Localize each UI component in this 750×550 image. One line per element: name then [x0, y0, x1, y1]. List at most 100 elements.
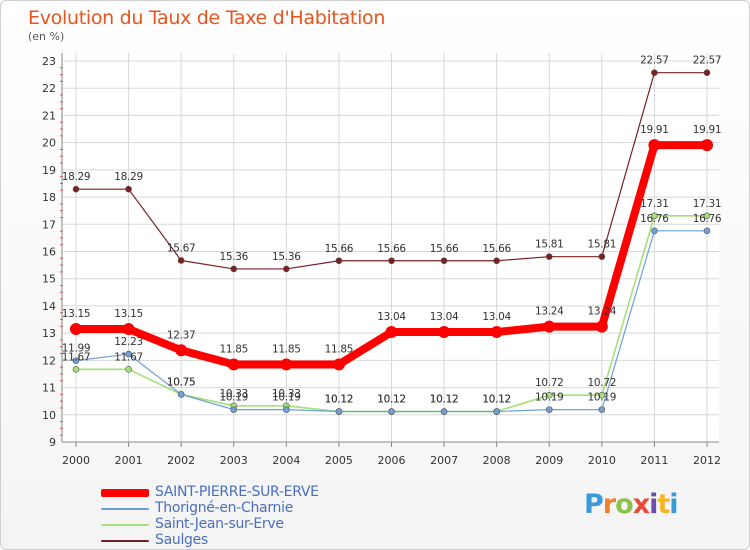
data-label: 10.12 — [430, 394, 459, 406]
data-label: 19.91 — [693, 124, 722, 136]
x-tick-label: 2001 — [115, 454, 143, 467]
data-label: 15.66 — [482, 243, 511, 255]
data-point — [651, 227, 658, 235]
data-label: 10.12 — [430, 394, 459, 406]
x-tick-label: 2006 — [378, 454, 406, 467]
x-tick-label: 2011 — [640, 454, 668, 467]
data-label: 11.85 — [272, 343, 301, 355]
x-tick-label: 2000 — [62, 454, 90, 467]
data-label: 13.24 — [588, 306, 617, 318]
data-point — [545, 253, 553, 260]
data-point — [545, 391, 553, 399]
data-point — [388, 408, 395, 415]
x-tick-label: 2005 — [325, 454, 353, 467]
y-tick-label: 19 — [42, 164, 56, 177]
logo-letter: i — [649, 489, 658, 520]
logo-letter: i — [669, 489, 678, 520]
x-tick-label: 2009 — [535, 454, 563, 467]
logo-letter: r — [602, 489, 616, 520]
data-point — [545, 406, 553, 413]
data-point — [543, 320, 556, 333]
data-label: 11.67 — [62, 351, 91, 363]
data-point — [493, 408, 500, 415]
data-point — [648, 139, 661, 152]
data-point — [230, 265, 238, 273]
data-point — [651, 212, 658, 220]
data-point — [703, 69, 711, 77]
x-tick-label: 2007 — [430, 454, 458, 467]
logo-letter: P — [584, 489, 604, 520]
data-label: 13.15 — [62, 308, 91, 320]
data-point — [227, 358, 240, 371]
data-point — [595, 320, 608, 333]
data-point — [388, 257, 395, 265]
y-tick-label: 12 — [42, 354, 56, 367]
y-tick-label: 10 — [42, 409, 56, 422]
data-point — [125, 185, 132, 193]
data-label: 10.19 — [588, 392, 617, 404]
x-tick-label: 2002 — [167, 454, 195, 467]
data-label: 10.12 — [325, 394, 354, 406]
y-tick-label: 14 — [42, 300, 56, 313]
logo-letter: t — [657, 489, 670, 520]
data-point — [493, 257, 500, 265]
y-tick-label: 22 — [42, 82, 56, 95]
data-label: 13.15 — [114, 308, 143, 320]
legend-swatch — [101, 489, 149, 497]
y-tick-label: 20 — [42, 137, 56, 150]
chart-title: Evolution du Taux de Taxe d'Habitation — [28, 7, 386, 29]
data-point — [125, 350, 132, 358]
y-tick-label: 16 — [42, 246, 56, 259]
data-point — [177, 257, 185, 264]
data-label: 15.66 — [430, 243, 459, 255]
data-label: 10.75 — [167, 376, 196, 388]
data-point — [385, 326, 398, 339]
data-point — [335, 257, 343, 265]
y-tick-label: 13 — [42, 327, 56, 340]
legend-swatch — [101, 508, 149, 510]
data-label: 18.29 — [114, 171, 143, 183]
data-label: 15.81 — [535, 239, 564, 251]
data-point — [72, 185, 80, 193]
legend-swatch — [101, 540, 149, 542]
data-label: 16.76 — [693, 213, 722, 225]
data-label: 15.66 — [325, 243, 354, 255]
data-label: 10.19 — [535, 392, 564, 404]
data-label: 13.04 — [377, 311, 406, 323]
data-point — [438, 326, 451, 339]
data-label: 15.66 — [377, 243, 406, 255]
legend-label: Saint-Jean-sur-Erve — [155, 516, 284, 532]
y-tick-label: 21 — [42, 109, 56, 122]
data-point — [283, 265, 290, 273]
data-point — [230, 406, 238, 413]
logo-letter: o — [615, 489, 634, 520]
data-label: 10.12 — [482, 394, 511, 406]
data-point — [72, 357, 80, 364]
data-label: 11.99 — [62, 343, 91, 355]
data-label: 10.33 — [272, 388, 301, 400]
data-label: 13.04 — [430, 311, 459, 323]
data-point — [332, 358, 345, 371]
proxiti-logo: Proxiti — [584, 489, 679, 520]
data-point — [598, 406, 606, 413]
data-point — [598, 391, 606, 399]
chart-unit-label: (en %) — [28, 30, 65, 43]
data-label: 10.75 — [167, 376, 196, 388]
legend-label: SAINT-PIERRE-SUR-ERVE — [155, 484, 319, 500]
data-point — [283, 406, 290, 413]
data-label: 10.12 — [377, 394, 406, 406]
data-label: 15.36 — [219, 251, 248, 263]
data-point — [122, 323, 135, 336]
data-point — [335, 408, 343, 415]
legend-label: Saulges — [155, 532, 208, 548]
legend-label: Thorigné-en-Charnie — [155, 500, 294, 516]
y-tick-label: 9 — [49, 436, 56, 449]
data-label: 15.81 — [588, 239, 617, 251]
data-point — [70, 323, 82, 336]
data-label: 17.31 — [693, 198, 722, 210]
data-label: 10.12 — [482, 394, 511, 406]
data-label: 22.57 — [640, 55, 669, 67]
data-label: 12.23 — [114, 336, 143, 348]
data-point — [175, 344, 188, 357]
data-point — [440, 257, 448, 265]
